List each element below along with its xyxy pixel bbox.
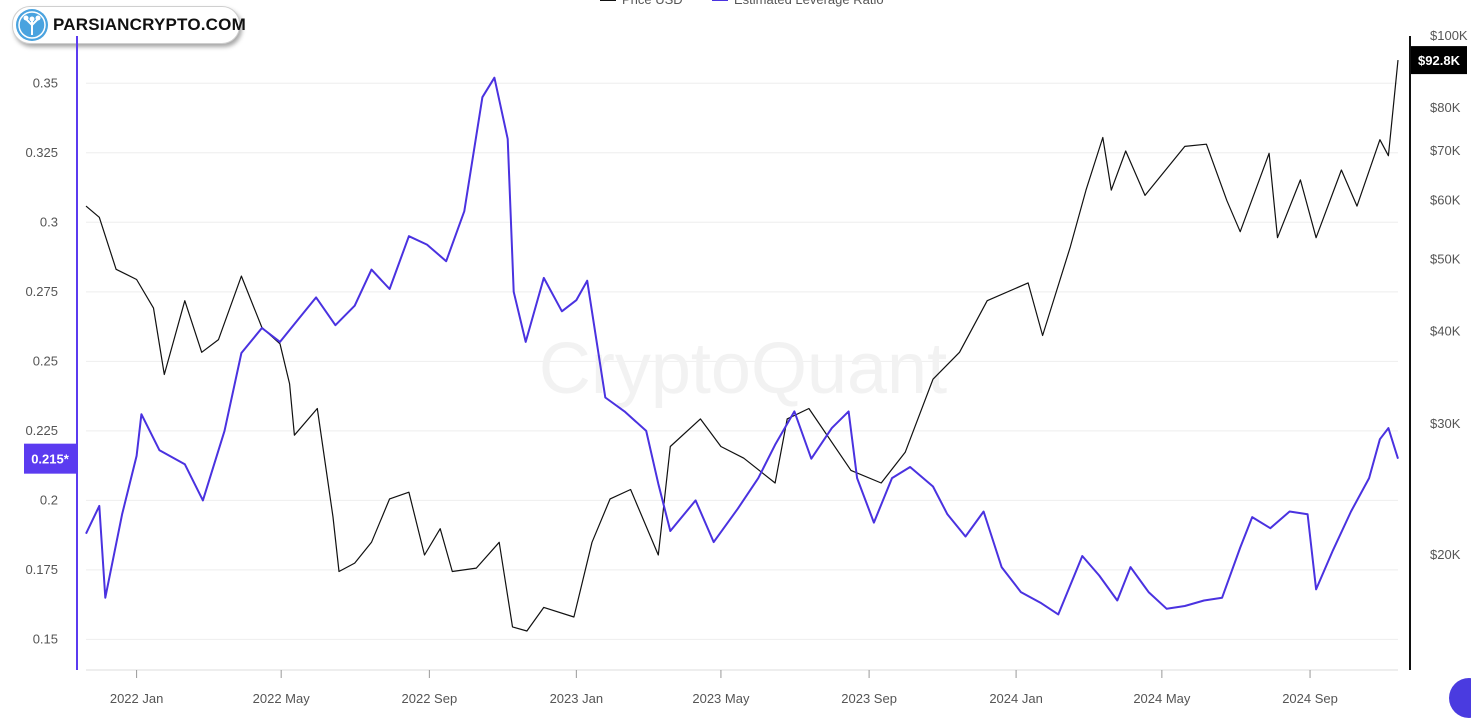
- chat-button[interactable]: [1449, 678, 1471, 718]
- watermark: CryptoQuant: [539, 329, 947, 409]
- right-tick-label: $40K: [1430, 323, 1461, 338]
- right-tick-label: $60K: [1430, 193, 1461, 208]
- right-tick-label: $100K: [1430, 28, 1468, 43]
- logo-text: PARSIANCRYPTO.COM: [53, 15, 246, 34]
- right-tick-label: $70K: [1430, 143, 1461, 158]
- right-tick-label: $50K: [1430, 252, 1461, 267]
- right-current-value-label: $92.8K: [1418, 53, 1461, 68]
- x-tick-label: 2022 Jan: [110, 691, 164, 706]
- leverage-ratio-line: [85, 76, 1399, 616]
- left-tick-label: 0.2: [40, 492, 58, 507]
- left-axis: 0.15 0.175 0.2 0.225 0.25 0.275 0.3 0.325 0.35: [25, 36, 78, 670]
- x-tick-label: 2022 Sep: [402, 691, 458, 706]
- x-tick-label: 2024 Sep: [1282, 691, 1338, 706]
- x-tick-label: 2023 May: [692, 691, 750, 706]
- right-tick-label: $80K: [1430, 100, 1461, 115]
- left-current-value-badge: [24, 443, 77, 474]
- x-tick-label: 2023 Jan: [550, 691, 604, 706]
- x-tick-label: 2024 May: [1133, 691, 1191, 706]
- x-tick-label: 2022 May: [253, 691, 311, 706]
- legend: Price USD Estimated Leverage Ratio: [600, 0, 884, 7]
- x-tick-label: 2024 Jan: [989, 691, 1043, 706]
- left-tick-label: 0.175: [25, 562, 58, 577]
- left-tick-label: 0.325: [25, 145, 58, 160]
- right-tick-label: $30K: [1430, 416, 1461, 431]
- brand-logo[interactable]: PARSIANCRYPTO.COM: [12, 6, 246, 44]
- legend-label: Price USD: [622, 0, 683, 7]
- right-tick-label: $20K: [1430, 547, 1461, 562]
- right-axis: $20K $30K $40K $50K $60K $70K $80K $100K: [1409, 28, 1468, 670]
- left-tick-label: 0.275: [25, 284, 58, 299]
- current-value-markers: 0.215* $92.8K: [24, 46, 1467, 474]
- left-tick-label: 0.3: [40, 214, 58, 229]
- price-line: [85, 60, 1399, 632]
- left-tick-label: 0.35: [33, 75, 58, 90]
- left-tick-label: 0.225: [25, 423, 58, 438]
- right-current-value-badge: [1411, 46, 1467, 75]
- left-current-value-label: 0.215*: [31, 452, 70, 467]
- left-tick-label: 0.15: [33, 631, 58, 646]
- x-axis: 2022 Jan 2022 May 2022 Sep 2023 Jan 2023 May…: [86, 669, 1398, 706]
- series-layer: [85, 60, 1399, 632]
- left-tick-label: 0.25: [33, 353, 58, 368]
- x-tick-label: 2023 Sep: [841, 691, 897, 706]
- legend-label: Estimated Leverage Ratio: [734, 0, 884, 7]
- network-tree-icon: [16, 9, 48, 41]
